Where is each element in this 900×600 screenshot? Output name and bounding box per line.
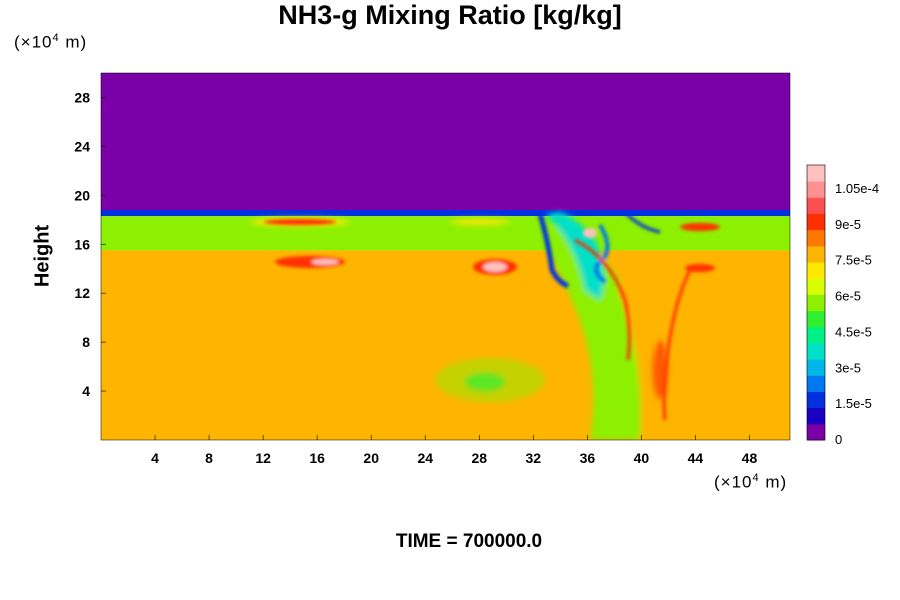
x-tick-label: 32 — [526, 450, 542, 466]
y-tick-label: 12 — [74, 285, 90, 301]
colorbar-swatch — [807, 375, 825, 392]
chart-title: NH3-g Mixing Ratio [kg/kg] — [278, 0, 622, 30]
colorbar-swatch — [807, 359, 825, 376]
x-axis: 4 8 12 16 20 24 28 32 36 40 44 48 — [151, 435, 757, 466]
plot-frame — [100, 72, 791, 441]
colorbar-swatch — [807, 165, 825, 182]
plume-column-green — [540, 225, 653, 440]
x-tick-label: 20 — [363, 450, 379, 466]
pink-core — [311, 259, 339, 265]
colorbar: 0 1.5e-5 3e-5 4.5e-5 6e-5 7.5e-5 9e-5 1.05e-4 — [806, 164, 879, 447]
x-tick-label: 24 — [417, 450, 433, 466]
colorbar-label: 4.5e-5 — [835, 324, 872, 339]
x-tick-label: 36 — [580, 450, 596, 466]
colorbar-label: 1.05e-4 — [835, 181, 879, 196]
colorbar-swatch — [807, 391, 825, 409]
colorbar-swatch — [807, 342, 825, 360]
colorbar-swatch — [807, 213, 825, 231]
x-tick-label: 12 — [255, 450, 271, 466]
x-tick-label: 16 — [309, 450, 325, 466]
pink-core — [483, 262, 507, 272]
colorbar-label: 6e-5 — [835, 289, 861, 304]
colorbar-swatch — [807, 262, 825, 279]
pink-core — [583, 228, 597, 238]
colorbar-label: 1.5e-5 — [835, 396, 872, 411]
y-tick-label: 4 — [82, 383, 90, 399]
y-tick-label: 16 — [74, 236, 90, 252]
yellow-streak — [450, 219, 510, 225]
red-blob — [275, 256, 345, 268]
blue-filament — [594, 223, 610, 284]
plume-right-orange — [660, 265, 710, 400]
blue-filament — [623, 210, 661, 234]
colorbar-swatch — [807, 181, 825, 198]
plume-features — [225, 210, 720, 440]
colorbar-swatch — [807, 423, 825, 441]
colorbar-label: 0 — [835, 432, 842, 447]
y-axis: 4 8 12 16 20 24 28 — [74, 89, 106, 399]
blue-filament — [537, 213, 570, 289]
colorbar-swatch — [807, 229, 825, 247]
green-eddy — [465, 373, 505, 391]
colorbar-swatch — [807, 326, 825, 344]
colorbar-label: 3e-5 — [835, 360, 861, 375]
x-axis-unit: (×104 m) — [714, 472, 788, 492]
colorbar-swatch — [807, 407, 825, 425]
colorbar-swatch — [807, 245, 825, 263]
plume-column-orange — [618, 265, 665, 440]
red-blob — [685, 264, 715, 272]
red-streak — [264, 219, 336, 225]
red-filament — [662, 269, 692, 421]
x-tick-label: 8 — [205, 450, 213, 466]
y-tick-label: 8 — [82, 334, 90, 350]
y-tick-label: 20 — [74, 187, 90, 203]
colorbar-swatch — [807, 197, 825, 215]
layer-green-band — [101, 216, 790, 251]
x-tick-label: 40 — [634, 450, 650, 466]
x-tick-label: 28 — [471, 450, 487, 466]
layer-transition-band — [101, 210, 790, 217]
x-tick-label: 4 — [151, 450, 159, 466]
time-label: TIME = 700000.0 — [395, 531, 543, 552]
x-tick-label: 44 — [688, 450, 704, 466]
y-axis-unit: (×104 m) — [14, 32, 88, 52]
red-streak — [680, 223, 720, 231]
y-tick-label: 24 — [74, 138, 90, 154]
red-filament — [574, 238, 631, 361]
y-tick-label: 28 — [74, 89, 90, 105]
colorbar-swatch — [807, 278, 825, 295]
colorbar-swatch — [807, 294, 825, 312]
layer-upper-layer — [101, 73, 790, 211]
colorbar-frame — [806, 164, 826, 441]
x-tick-label: 48 — [742, 450, 758, 466]
colorbar-label: 9e-5 — [835, 217, 861, 232]
colorbar-label: 7.5e-5 — [835, 253, 872, 268]
colorbar-swatch — [807, 310, 825, 328]
